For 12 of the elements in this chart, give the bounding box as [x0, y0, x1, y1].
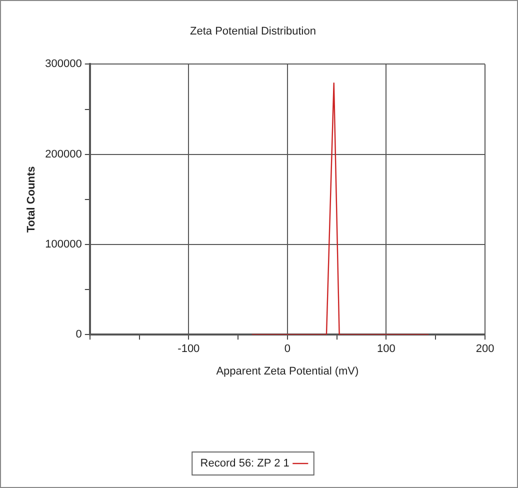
- y-tick-label: 200000: [45, 148, 82, 160]
- x-tick-label: 0: [284, 343, 291, 356]
- legend-label: Record 56: ZP 2 1: [200, 458, 290, 470]
- chart-title: Zeta Potential Distribution: [190, 26, 316, 38]
- y-axis-title: Total Counts: [26, 166, 38, 233]
- y-tick-label: 100000: [45, 238, 82, 250]
- y-tick-label: 300000: [45, 58, 82, 70]
- x-tick-label: 200: [476, 343, 494, 356]
- x-tick-label: 100: [377, 343, 396, 356]
- x-axis-title: Apparent Zeta Potential (mV): [216, 365, 359, 378]
- y-tick-label: 0: [76, 328, 82, 341]
- x-tick-label: -100: [178, 343, 200, 356]
